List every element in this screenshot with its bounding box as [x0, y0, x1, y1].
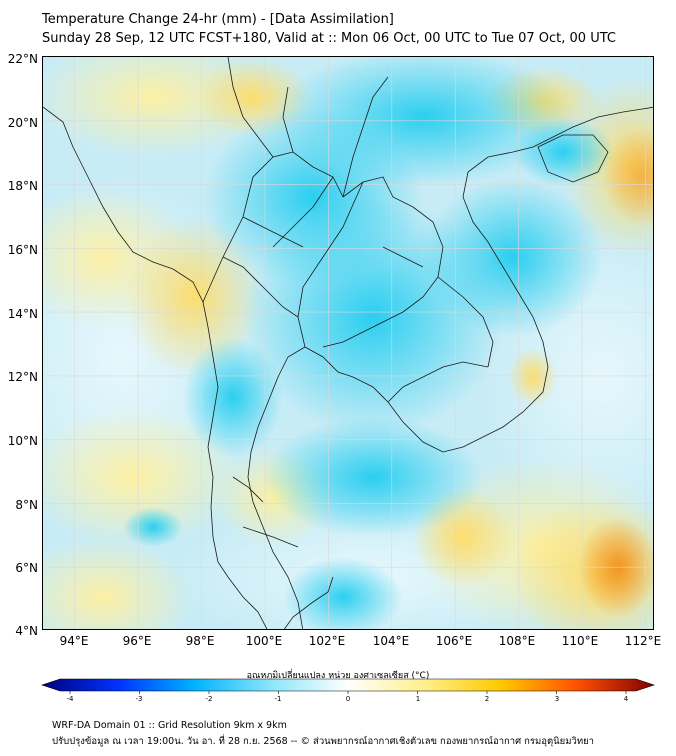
- lon-label: 102°E: [308, 634, 346, 648]
- lat-label: 12°N: [7, 370, 38, 384]
- colorbar-tick-label: -2: [205, 695, 213, 703]
- lon-label: 108°E: [498, 634, 536, 648]
- colorbar: [41, 678, 655, 694]
- colorbar-title: อุณหภูมิเปลี่ยนแปลง หน่วย องศาเซลเซียส (…: [246, 671, 430, 681]
- country-borders: [43, 57, 653, 629]
- lat-label: 14°N: [7, 307, 38, 321]
- map-panel: [42, 56, 654, 630]
- colorbar-tick-label: -4: [66, 695, 74, 703]
- colorbar-tick-label: -1: [274, 695, 282, 703]
- colorbar-tick-label: 2: [484, 695, 490, 703]
- lon-label: 94°E: [59, 634, 89, 648]
- map-title: Temperature Change 24-hr (mm) - [Data As…: [42, 12, 394, 27]
- lat-label: 16°N: [7, 243, 38, 257]
- lon-label: 106°E: [435, 634, 473, 648]
- colorbar-tick-label: 4: [623, 695, 629, 703]
- lon-label: 98°E: [185, 634, 215, 648]
- map-canvas: [43, 57, 653, 629]
- temperature-field: [43, 57, 653, 629]
- colorbar-tick-label: 0: [345, 695, 351, 703]
- lon-label: 104°E: [372, 634, 410, 648]
- lon-label: 100°E: [245, 634, 283, 648]
- colorbar-tick-label: -3: [135, 695, 143, 703]
- colorbar-bar: [41, 678, 655, 692]
- colorbar-tick-marks: [69, 691, 627, 694]
- lat-label: 6°N: [15, 561, 38, 575]
- lon-label: 110°E: [561, 634, 599, 648]
- lat-label: 22°N: [7, 52, 38, 66]
- colorbar-tick-label: 1: [415, 695, 421, 703]
- footer-model-info: WRF-DA Domain 01 :: Grid Resolution 9km …: [52, 720, 287, 731]
- lat-label: 10°N: [7, 434, 38, 448]
- lat-label: 8°N: [15, 498, 38, 512]
- lat-label: 4°N: [15, 624, 38, 638]
- lon-label: 96°E: [122, 634, 152, 648]
- colorbar-tick-label: 3: [554, 695, 560, 703]
- map-subtitle: Sunday 28 Sep, 12 UTC FCST+180, Valid at…: [42, 31, 616, 46]
- lon-label: 112°E: [624, 634, 662, 648]
- lat-label: 18°N: [7, 179, 38, 193]
- footer-credits: ปรับปรุงข้อมูล ณ เวลา 19:00น. วัน อา. ที…: [52, 736, 594, 747]
- lat-label: 20°N: [7, 116, 38, 130]
